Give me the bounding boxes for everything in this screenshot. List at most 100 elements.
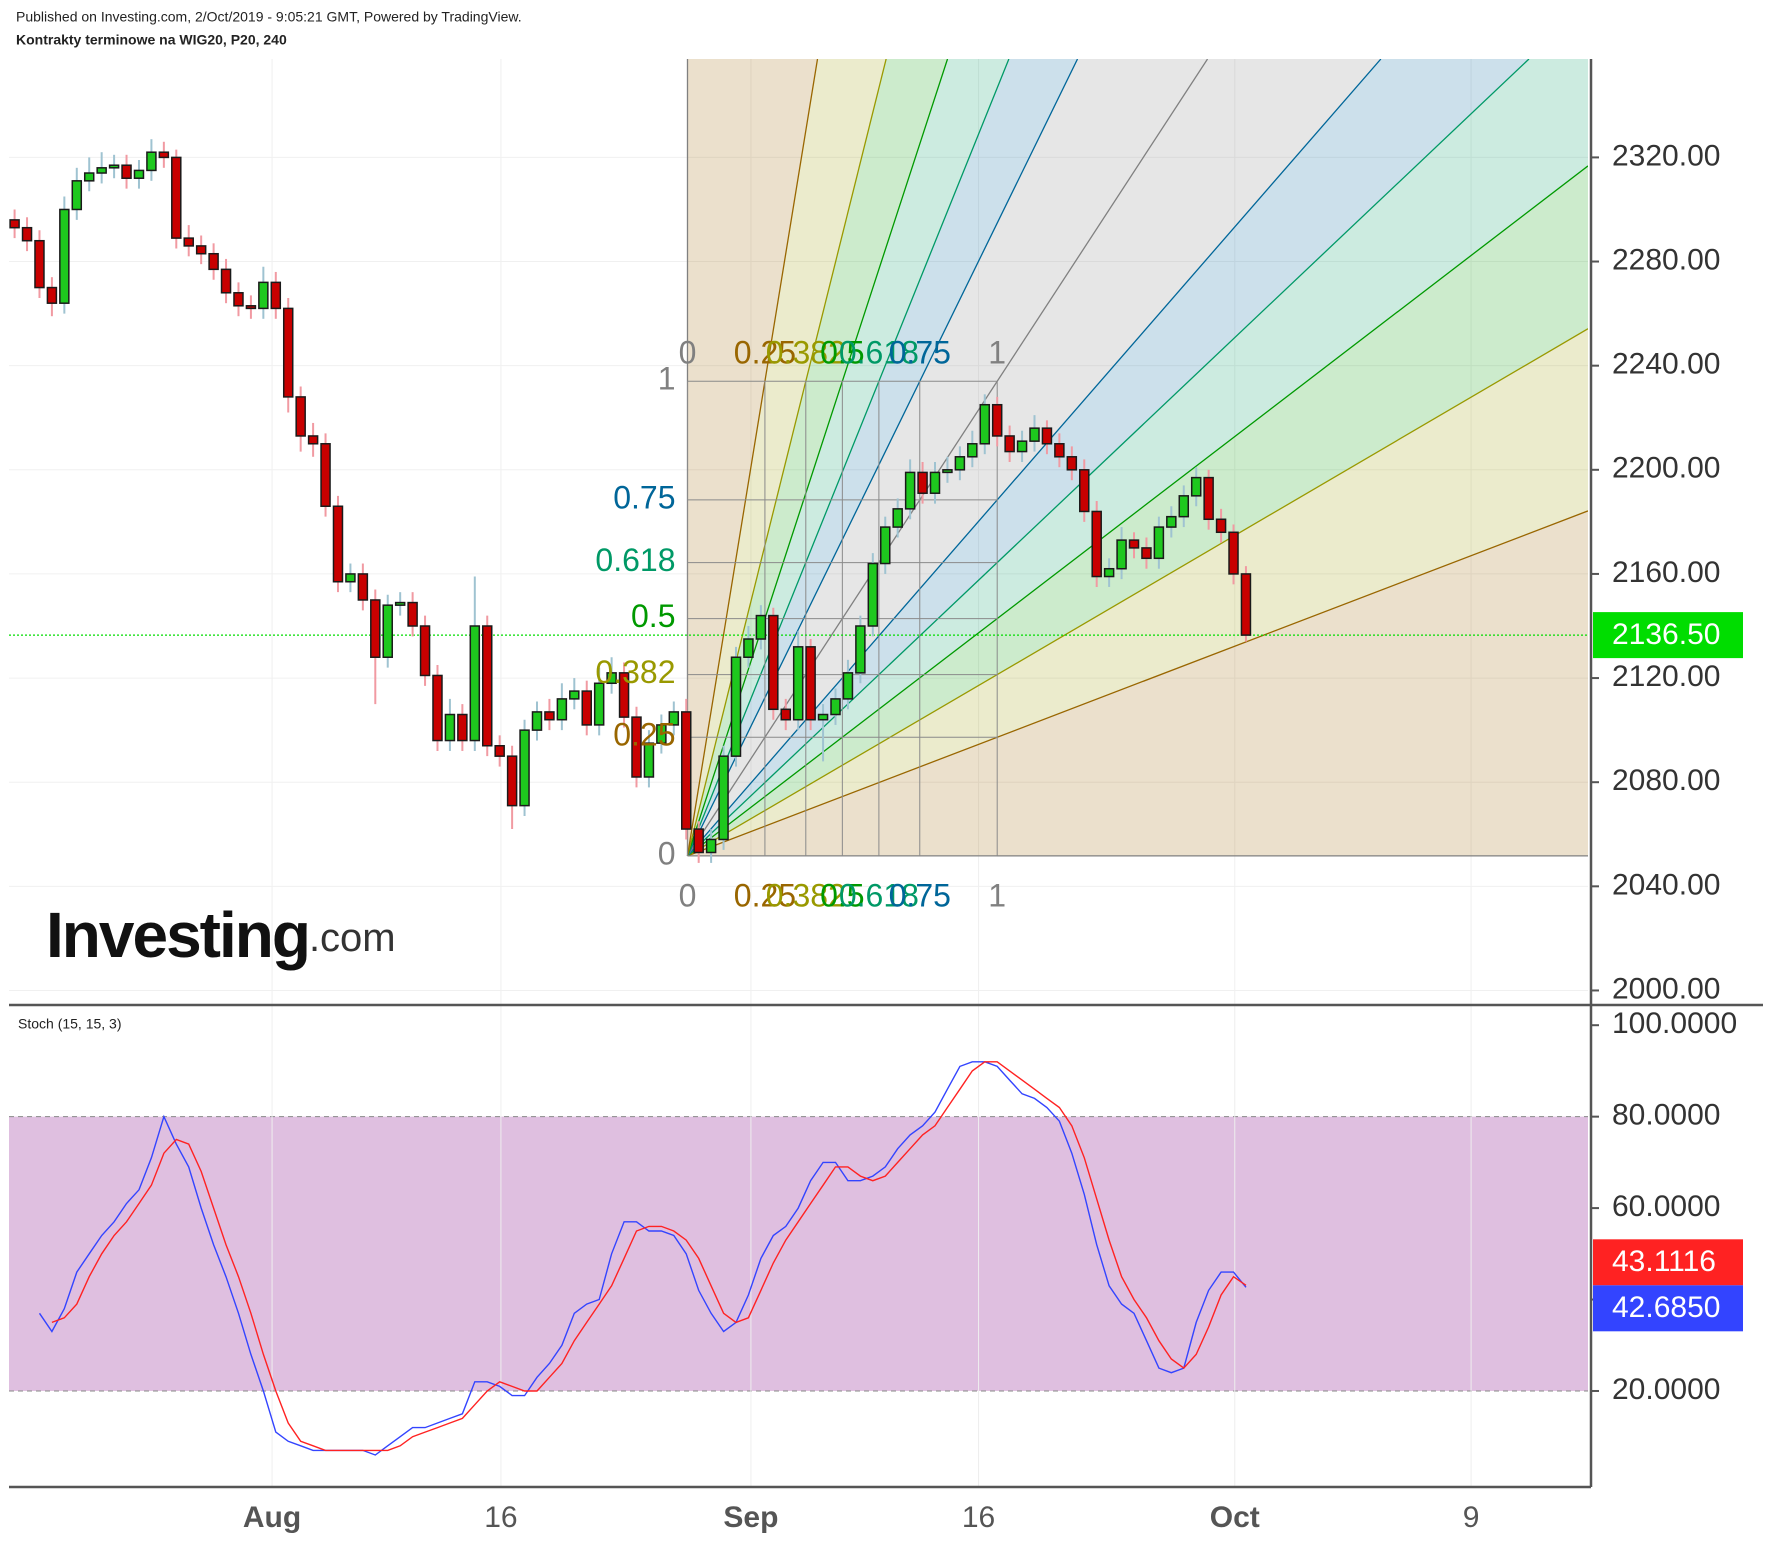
fan-level-label: 1 bbox=[988, 335, 1006, 371]
candle-body bbox=[817, 713, 829, 721]
fan-level-label: 0 bbox=[679, 877, 697, 913]
candle-body bbox=[270, 281, 282, 310]
fan-level-label: 0 bbox=[679, 335, 697, 371]
candle-body bbox=[1240, 573, 1252, 636]
fan-level-label: 0 bbox=[658, 835, 676, 871]
candle-body bbox=[220, 268, 232, 294]
y-tick-label: 2320.00 bbox=[1612, 139, 1720, 172]
candle-body bbox=[83, 172, 95, 182]
candle-body bbox=[208, 252, 219, 271]
fan-level-label: 0.5 bbox=[820, 335, 864, 371]
candle-body bbox=[1153, 526, 1165, 560]
candle-body bbox=[556, 698, 568, 721]
candle-body bbox=[469, 625, 481, 742]
candle-body bbox=[382, 604, 393, 658]
x-tick-label: 16 bbox=[962, 1501, 995, 1534]
candle-body bbox=[233, 292, 244, 307]
value-label: 42.6850 bbox=[1612, 1291, 1720, 1324]
candle-body bbox=[792, 646, 804, 721]
candle-body bbox=[1079, 469, 1090, 513]
candle-body bbox=[531, 711, 543, 731]
candle-body bbox=[1203, 476, 1214, 521]
candle-body bbox=[991, 403, 1003, 437]
value-box bbox=[1593, 612, 1743, 659]
candle-body bbox=[842, 672, 854, 700]
candle-body bbox=[345, 573, 356, 583]
fan-line bbox=[687, 59, 1382, 857]
candle-body bbox=[855, 625, 866, 674]
candle-body bbox=[1066, 456, 1078, 471]
y-tick-label: 80.0000 bbox=[1612, 1099, 1720, 1132]
candle-body bbox=[444, 713, 456, 742]
candle-body bbox=[59, 208, 70, 304]
fan-level-label: 0.5 bbox=[820, 877, 864, 913]
stoch-line bbox=[38, 1061, 1247, 1456]
value-label: 43.1116 bbox=[1612, 1245, 1716, 1278]
candle-body bbox=[1004, 435, 1015, 453]
main-plot bbox=[9, 59, 1588, 863]
fan-line bbox=[687, 59, 1530, 857]
fan-level-label: 0.618 bbox=[595, 542, 675, 578]
stoch-line bbox=[51, 1061, 1247, 1452]
candle-body bbox=[904, 471, 916, 510]
candle-body bbox=[494, 745, 505, 757]
y-tick-label: 2160.00 bbox=[1612, 556, 1720, 589]
y-tick-label: 2120.00 bbox=[1612, 660, 1720, 693]
candle-body bbox=[581, 690, 592, 726]
candle-body bbox=[171, 156, 182, 239]
candle-body bbox=[307, 435, 319, 445]
candle-body bbox=[481, 625, 493, 747]
y-tick-label: 100.0000 bbox=[1612, 1007, 1737, 1040]
fan-level-label: 0.618 bbox=[839, 877, 919, 913]
candle-body bbox=[892, 508, 903, 528]
y-tick-label: 2280.00 bbox=[1612, 243, 1720, 276]
candle-body bbox=[569, 690, 580, 700]
x-tick-label: Aug bbox=[243, 1501, 301, 1534]
candle-body bbox=[1016, 440, 1028, 453]
candle-body bbox=[9, 219, 20, 229]
candle-body bbox=[158, 151, 170, 159]
candle-body bbox=[519, 729, 530, 807]
candle-body bbox=[618, 672, 630, 718]
y-tick-label: 2240.00 bbox=[1612, 348, 1720, 381]
candle-body bbox=[394, 601, 406, 606]
fan-level-label: 0.5 bbox=[631, 598, 675, 634]
fan-level-label: 0.75 bbox=[613, 479, 675, 515]
candle-body bbox=[1029, 427, 1040, 442]
fan-level-label: 0.382 bbox=[766, 335, 846, 371]
value-label: 2136.50 bbox=[1612, 618, 1720, 651]
fan-level-label: 1 bbox=[988, 877, 1006, 913]
candle-body bbox=[593, 682, 605, 726]
candle-body bbox=[979, 403, 991, 445]
candle-body bbox=[1141, 547, 1152, 560]
fan-level-label: 0.382 bbox=[595, 654, 675, 690]
source-note: Published on Investing.com, 2/Oct/2019 -… bbox=[16, 9, 522, 25]
candle-body bbox=[108, 164, 120, 169]
candle-body bbox=[133, 169, 145, 179]
candle-body bbox=[929, 471, 941, 494]
candle-body bbox=[146, 151, 157, 172]
candle-body bbox=[718, 755, 729, 841]
candle-body bbox=[320, 443, 331, 507]
candle-body bbox=[1128, 539, 1140, 549]
logo-brand: Investing bbox=[46, 899, 309, 971]
candle-body bbox=[258, 281, 269, 310]
candle-body bbox=[967, 443, 978, 458]
candle-body bbox=[121, 164, 132, 179]
candle-body bbox=[1054, 443, 1065, 458]
fan-line bbox=[686, 59, 1079, 857]
x-tick-label: 9 bbox=[1463, 1501, 1480, 1534]
candle-body bbox=[867, 562, 879, 627]
candle-body bbox=[668, 711, 680, 726]
fan-line bbox=[687, 510, 1588, 857]
candle-body bbox=[942, 469, 953, 474]
candle-body bbox=[282, 307, 294, 398]
logo: Investing.com bbox=[46, 899, 396, 971]
fan-level-label: 0.25 bbox=[734, 335, 796, 371]
candle-body bbox=[407, 601, 418, 627]
candle-body bbox=[954, 456, 966, 471]
fan-level-label: 0.75 bbox=[889, 335, 951, 371]
candle-body bbox=[432, 674, 443, 742]
candle-body bbox=[606, 672, 617, 685]
candle-body bbox=[693, 828, 704, 854]
